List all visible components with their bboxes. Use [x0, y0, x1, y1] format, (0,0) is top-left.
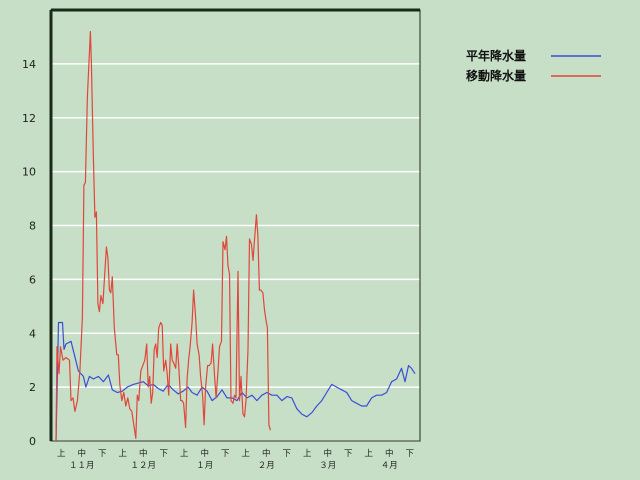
x-tick-label-period: 中 [77, 448, 86, 459]
legend-label-normal: 平年降水量 [466, 48, 526, 63]
x-tick-label-period: 中 [262, 448, 271, 459]
x-tick-label-month: １２月 [130, 461, 156, 471]
y-tick-label: 14 [22, 58, 36, 71]
x-tick-label-period: 上 [241, 449, 250, 459]
x-tick-label-period: 中 [323, 448, 332, 459]
x-tick-label-period: 上 [118, 449, 127, 459]
x-tick-label-period: 中 [139, 448, 148, 459]
x-tick-label-period: 下 [344, 449, 353, 459]
series-line-1 [55, 31, 271, 442]
y-tick-label: 4 [29, 327, 36, 340]
x-tick-label-period: 上 [364, 449, 373, 459]
x-tick-label-month: ４月 [381, 461, 398, 471]
x-tick-label-month: ３月 [319, 461, 336, 471]
y-tick-label: 8 [29, 220, 36, 233]
x-tick-label-period: 上 [57, 449, 66, 459]
y-tick-label: 2 [29, 381, 36, 394]
x-tick-labels-period: 上中下上中下上中下上中下上中下上中下 [57, 448, 415, 459]
y-tick-label: 6 [29, 273, 36, 286]
x-tick-label-period: 下 [405, 449, 414, 459]
y-tick-label: 0 [29, 435, 36, 448]
y-tick-label: 12 [22, 112, 36, 125]
y-tick-labels: 0 2 4 6 8 10 12 14 [22, 58, 36, 448]
series-line-0 [55, 321, 416, 442]
x-tick-label-period: 中 [385, 448, 394, 459]
x-tick-label-period: 下 [221, 449, 230, 459]
x-tick-label-month: １月 [196, 461, 213, 471]
x-tick-label-month: １１月 [69, 461, 95, 471]
x-tick-labels-month: １１月 １２月 １月 ２月 ３月 ４月 [69, 461, 398, 471]
x-tick-label-period: 下 [98, 449, 107, 459]
series-group [55, 31, 416, 442]
x-tick-label-period: 中 [200, 448, 209, 459]
x-tick-label-period: 上 [303, 449, 312, 459]
x-tick-label-period: 上 [180, 449, 189, 459]
legend: 平年降水量 移動降水量 [466, 48, 601, 83]
x-tick-label-period: 下 [159, 449, 168, 459]
x-tick-label-month: ２月 [258, 461, 275, 471]
y-tick-label: 10 [22, 166, 36, 179]
legend-label-moving: 移動降水量 [466, 68, 526, 83]
x-tick-label-period: 下 [282, 449, 291, 459]
